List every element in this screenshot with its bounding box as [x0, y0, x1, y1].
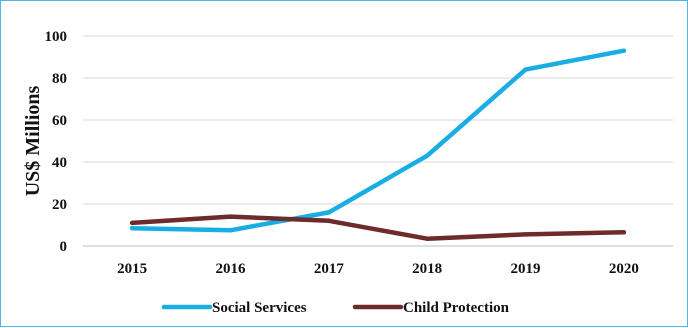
data-point — [129, 225, 135, 231]
y-tick-label: 60 — [52, 113, 67, 129]
x-tick-label: 2018 — [412, 261, 442, 277]
x-tick-label: 2019 — [511, 261, 541, 277]
x-tick-label: 2015 — [117, 261, 147, 277]
data-point — [621, 48, 627, 53]
y-tick-label: 80 — [52, 71, 67, 87]
data-point — [424, 236, 430, 241]
x-tick-label: 2016 — [216, 261, 247, 277]
y-tick-label: 0 — [60, 239, 68, 255]
y-tick-label: 40 — [52, 155, 67, 171]
data-point — [326, 218, 332, 223]
y-axis-title: US$ Millions — [22, 85, 44, 196]
data-point — [129, 220, 135, 226]
data-point — [424, 153, 430, 158]
y-tick-label: 20 — [52, 197, 67, 213]
y-tick-label: 100 — [45, 29, 68, 45]
data-point — [523, 67, 528, 72]
grid-lines — [83, 35, 673, 205]
legend-label: Child Protection — [403, 300, 510, 316]
data-point — [326, 210, 332, 215]
y-axis-ticks: 0 20 40 60 80 100 — [45, 29, 68, 255]
series-layer — [129, 48, 627, 241]
series-line-0 — [129, 48, 627, 233]
data-point — [228, 228, 233, 233]
data-point — [523, 232, 528, 237]
x-axis-ticks: 2015 2016 2017 2018 2019 2020 — [117, 261, 639, 277]
x-tick-label: 2017 — [314, 261, 345, 277]
legend-label: Social Services — [212, 300, 307, 316]
legend: Social Services Child Protection — [161, 300, 510, 316]
data-point — [621, 230, 627, 235]
data-point — [228, 214, 233, 219]
x-tick-label: 2020 — [609, 261, 639, 277]
series-line-1 — [129, 214, 627, 241]
